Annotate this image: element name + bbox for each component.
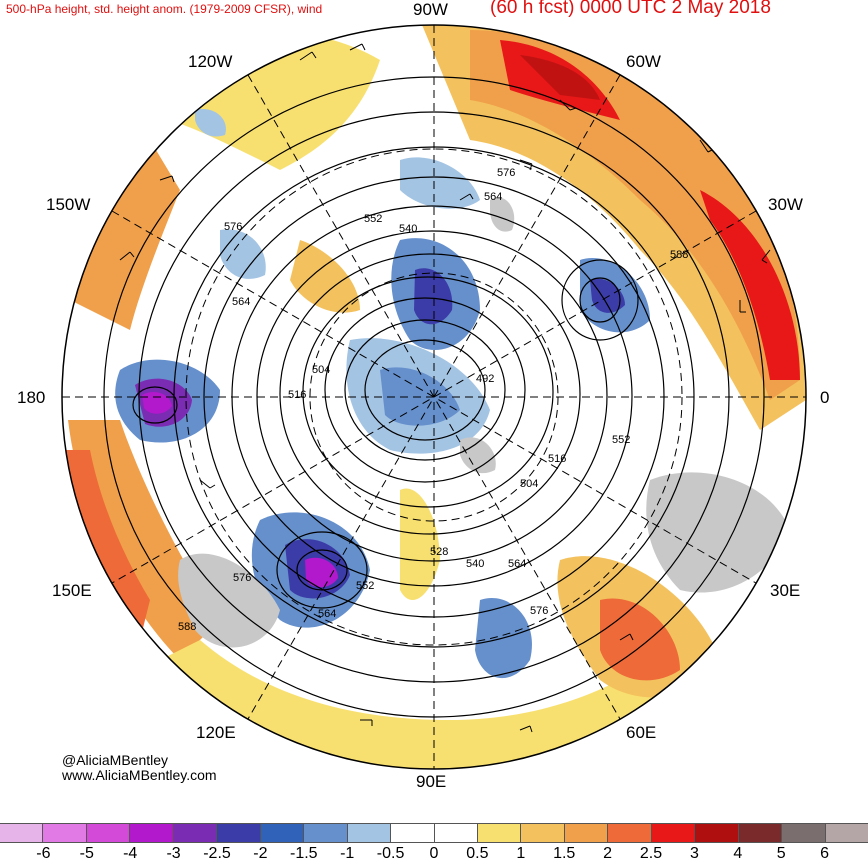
colorbar-swatch (347, 824, 392, 842)
colorbar-tick-label: 1 (516, 845, 526, 862)
lon-label-150e: 150E (52, 581, 92, 600)
contour-label: 528 (430, 546, 448, 558)
colorbar-tick-label: -3 (166, 845, 181, 862)
colorbar-tick-label: 5 (776, 845, 786, 862)
colorbar-tick-label: 1.5 (553, 845, 576, 862)
colorbar-tick-label: 4 (733, 845, 743, 862)
lon-label-90e: 90E (416, 772, 447, 791)
colorbar-tick-label: -4 (123, 845, 138, 862)
colorbar-swatch (217, 824, 261, 842)
contour-label: 504 (312, 364, 330, 376)
map-disk: 576 564 552 540 576 564 588 504 516 492 … (62, 25, 806, 769)
colorbar-swatch (0, 824, 44, 842)
colorbar-tick-label: -1.5 (290, 845, 318, 862)
lon-label-90w: 90W (413, 0, 448, 19)
colorbar-tick-label: -2 (253, 845, 268, 862)
contour-label: 552 (356, 580, 374, 592)
author-handle: @AliciaMBentley (62, 752, 169, 768)
colorbar-tick-label: -1 (340, 845, 355, 862)
lon-label-150w: 150W (46, 195, 91, 214)
contour-label: 588 (670, 249, 688, 261)
colorbar-tick-label: -0.5 (376, 845, 405, 862)
contour-label: 552 (364, 213, 382, 225)
author-website: www.AliciaMBentley.com (62, 767, 217, 783)
lon-label-120e: 120E (196, 723, 236, 742)
colorbar-tick-label: 0.5 (466, 845, 489, 862)
contour-label: 540 (466, 558, 484, 570)
forecast-time-title: (60 h fcst) 0000 UTC 2 May 2018 (490, 0, 771, 18)
colorbar-swatch (564, 824, 609, 842)
colorbar-tick-label: 2 (603, 845, 613, 862)
contour-label: 564 (318, 608, 336, 620)
colorbar-swatch (173, 824, 218, 842)
colorbar-swatch (782, 824, 826, 842)
colorbar-swatch (43, 824, 87, 842)
lon-label-0: 0 (820, 388, 830, 407)
contour-label: 552 (612, 434, 630, 446)
colorbar-swatch (738, 824, 783, 842)
colorbar-tick-label: -2.5 (203, 845, 231, 862)
lon-label-60e: 60E (626, 723, 657, 742)
contour-label: 492 (476, 373, 494, 385)
colorbar-tick-label: 0 (429, 845, 439, 862)
colorbar-swatch (695, 824, 739, 842)
lon-label-60w: 60W (626, 52, 661, 71)
colorbar-swatch (477, 824, 522, 842)
map-boundary (61, 24, 807, 770)
lon-label-180: 180 (17, 388, 46, 407)
contour-label: 576 (233, 572, 251, 584)
map-title: 500-hPa height, std. height anom. (1979-… (6, 2, 323, 16)
contour-label: 576 (497, 167, 515, 179)
colorbar-tick-label: -5 (79, 845, 94, 862)
contour-label: 576 (224, 221, 242, 233)
contour-labels: 576 564 552 540 576 564 588 504 516 492 … (178, 167, 688, 633)
colorbar-swatch (651, 824, 696, 842)
contour-label: 516 (548, 453, 566, 465)
colorbar (0, 823, 868, 843)
graticule (62, 25, 806, 769)
colorbar-swatch (608, 824, 652, 842)
contour-label: 564 (508, 558, 526, 570)
contour-label: 564 (484, 191, 502, 203)
colorbar-tick-label: 2.5 (639, 845, 663, 862)
lon-label-120w: 120W (188, 52, 233, 71)
colorbar-tick-label: 6 (820, 845, 830, 862)
colorbar-ticks: -6 -5 -4 -3 -2.5 -2 -1.5 -1 -0.5 0 0.5 1 1.5 2 2.5 3 4 5 6 (0, 845, 868, 865)
contour-label: 504 (520, 478, 538, 490)
colorbar-swatch (434, 824, 478, 842)
contour-label: 588 (178, 621, 196, 633)
negative-anomaly-fills (115, 109, 650, 679)
lon-label-30e: 30E (770, 581, 801, 600)
colorbar-swatch (304, 824, 348, 842)
contour-label: 564 (232, 296, 250, 308)
colorbar-swatch (521, 824, 565, 842)
colorbar-swatch (391, 824, 435, 842)
colorbar-swatch (825, 824, 868, 842)
contour-label: 540 (399, 223, 417, 235)
contour-label: 576 (530, 605, 548, 617)
colorbar-swatch (260, 824, 305, 842)
colorbar-swatch (130, 824, 174, 842)
wind-barbs (119, 43, 771, 733)
contour-label: 516 (288, 389, 306, 401)
colorbar-swatch (86, 824, 131, 842)
lon-label-30w: 30W (768, 195, 803, 214)
colorbar-tick-label: -6 (36, 845, 51, 862)
colorbar-tick-label: 3 (689, 845, 699, 862)
